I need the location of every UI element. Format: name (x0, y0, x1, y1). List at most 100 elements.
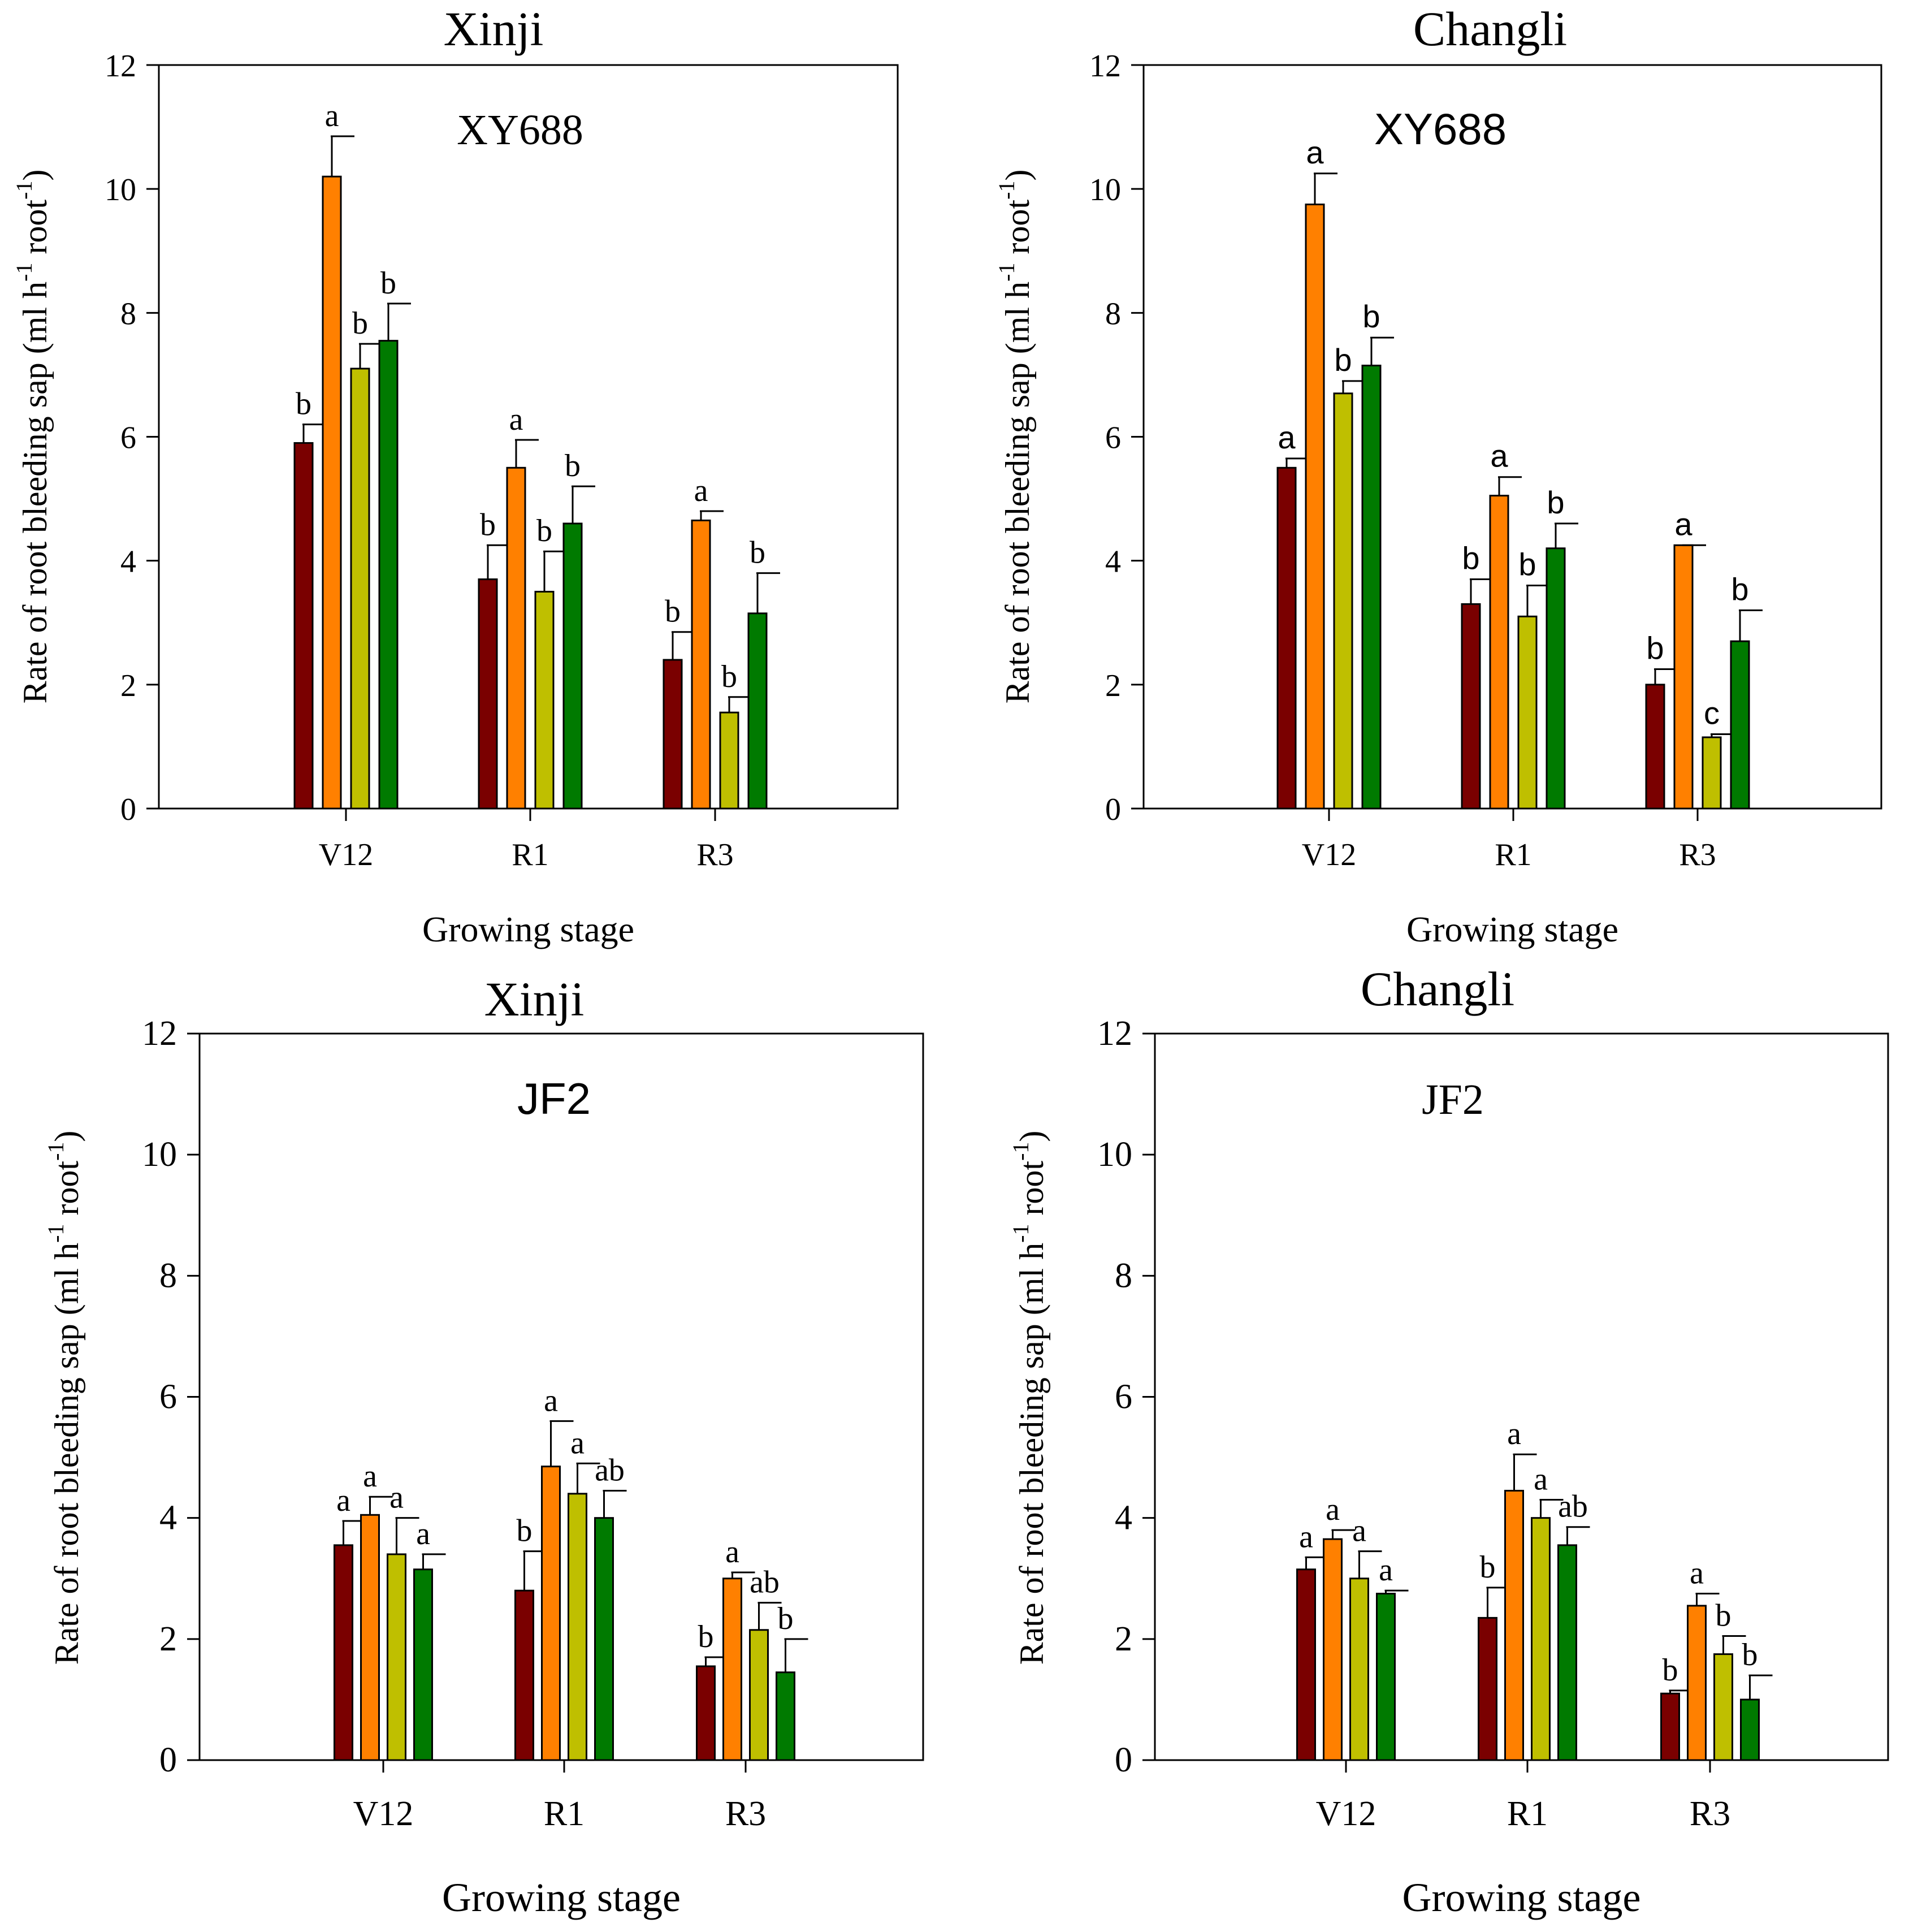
y-tick-label: 8 (1115, 1256, 1132, 1295)
bar-t3 (1517, 615, 1538, 810)
bar-t3 (350, 368, 370, 810)
significance-letter: b (1547, 485, 1564, 520)
y-axis-title: Rate of root bleeding sap (ml h-1 root-1… (11, 170, 54, 704)
significance-letter: a (416, 1516, 430, 1551)
bar-t4 (1557, 1544, 1577, 1761)
significance-letter: a (336, 1483, 350, 1518)
significance-letter: b (536, 513, 552, 548)
significance-letter: b (1518, 547, 1536, 582)
bar-t1 (293, 442, 314, 810)
significance-letter: a (1379, 1553, 1393, 1588)
y-tick-label: 12 (1097, 1014, 1132, 1053)
y-axis-title-exp: -1 (1008, 1224, 1033, 1243)
bar-t1 (696, 1665, 716, 1761)
significance-letter: b (480, 507, 496, 542)
significance-letter: a (1352, 1514, 1366, 1549)
bar-t3 (1349, 1577, 1369, 1761)
bar-t1 (663, 659, 683, 810)
bar-t2 (722, 1577, 742, 1761)
bar-t2 (506, 466, 526, 810)
bar-t3 (1702, 736, 1722, 810)
significance-letter: a (544, 1383, 558, 1418)
bar-t1 (514, 1589, 534, 1761)
bar-t2 (1504, 1489, 1524, 1761)
y-tick-label: 4 (1115, 1499, 1132, 1537)
plot-frame (1142, 64, 1882, 810)
bar-t4 (413, 1568, 433, 1761)
y-axis-title-unit: root (16, 200, 54, 263)
significance-letter: a (1690, 1556, 1704, 1591)
y-tick-label: 0 (159, 1741, 177, 1779)
y-tick-label: 10 (1097, 1135, 1132, 1174)
significance-letter: a (1490, 438, 1508, 474)
y-axis-title: Rate of root bleeding sap (ml h-1 root-1… (994, 170, 1036, 704)
y-axis-title-exp: -1 (11, 263, 37, 282)
panel-title: Xinji (484, 972, 585, 1026)
bar-t2 (541, 1466, 561, 1761)
significance-letter: a (1278, 420, 1296, 455)
y-tick-label: 10 (142, 1135, 177, 1174)
x-axis-title: Growing stage (1406, 909, 1618, 949)
y-tick-label: 2 (120, 668, 136, 703)
panel-title: Xinji (444, 2, 544, 56)
significance-letter: b (778, 1601, 794, 1636)
significance-letter: a (1507, 1416, 1521, 1451)
y-tick-label: 12 (105, 49, 136, 84)
y-axis-title-close: ) (1013, 1131, 1050, 1142)
significance-letter: a (1326, 1492, 1340, 1527)
significance-letter: a (1674, 506, 1692, 542)
y-tick-label: 6 (159, 1378, 177, 1416)
bar-t2 (322, 175, 342, 810)
significance-letter: a (325, 98, 339, 133)
y-tick-label: 2 (1115, 1620, 1132, 1658)
significance-letter: b (721, 659, 737, 694)
y-axis-title-unit: root (48, 1161, 85, 1224)
x-tick-label: R3 (696, 837, 733, 872)
significance-letter: c (1704, 695, 1720, 731)
y-axis-title-main: Rate of root bleeding sap (ml h (999, 282, 1036, 703)
significance-letter: b (750, 535, 765, 570)
bar-t1 (1296, 1568, 1316, 1761)
y-tick-label: 10 (105, 172, 136, 208)
x-tick-label: R3 (1690, 1795, 1730, 1833)
bar-t4 (1361, 364, 1382, 810)
y-tick-label: 4 (1105, 544, 1121, 580)
bar-t1 (334, 1544, 353, 1761)
bar-t4 (1376, 1593, 1396, 1761)
significance-letter: b (1646, 630, 1664, 665)
y-tick-label: 8 (120, 296, 136, 331)
significance-letter: b (517, 1514, 533, 1549)
bar-t3 (1531, 1517, 1551, 1761)
x-tick-label: R1 (512, 837, 548, 872)
y-axis-title-close: ) (16, 170, 54, 181)
bar-t2 (1323, 1538, 1343, 1761)
y-axis-title-main: Rate of root bleeding sap (ml h (16, 282, 54, 703)
significance-letter: b (1334, 342, 1352, 378)
bar-t2 (1687, 1605, 1707, 1761)
bar-t2 (1305, 204, 1325, 810)
bar-t4 (1546, 547, 1566, 810)
bar-t2 (360, 1514, 380, 1761)
bar-t2 (1489, 495, 1509, 810)
chart-panel-4: Changli JF2 0 2 4 6 8 10 12 V12 R1 R3 Growing stage R… (1008, 962, 1889, 1920)
y-tick-label: 2 (1105, 668, 1121, 703)
bar-t1 (1478, 1617, 1497, 1761)
bar-t1 (1276, 466, 1297, 810)
x-axis-title: Growing stage (442, 1875, 681, 1920)
x-tick-label: V12 (1302, 837, 1356, 872)
bar-t2 (1673, 544, 1694, 810)
y-axis-title: Rate of root bleeding sap (ml h-1 root-1… (43, 1131, 85, 1665)
significance-letter: b (1462, 541, 1479, 576)
significance-letter: a (1534, 1462, 1548, 1497)
significance-letter: b (1716, 1598, 1731, 1633)
significance-letter: b (380, 266, 396, 301)
bar-t4 (594, 1517, 614, 1761)
y-tick-label: 0 (1115, 1741, 1132, 1779)
y-axis-title-exp: -1 (43, 1224, 68, 1243)
y-tick-label: 2 (159, 1620, 177, 1658)
significance-letter: b (1663, 1653, 1678, 1688)
significance-letter: b (565, 448, 581, 483)
significance-letter: a (570, 1425, 585, 1460)
y-axis-title-main: Rate of root bleeding sap (ml h (1013, 1243, 1050, 1665)
x-tick-label: R1 (544, 1795, 585, 1833)
